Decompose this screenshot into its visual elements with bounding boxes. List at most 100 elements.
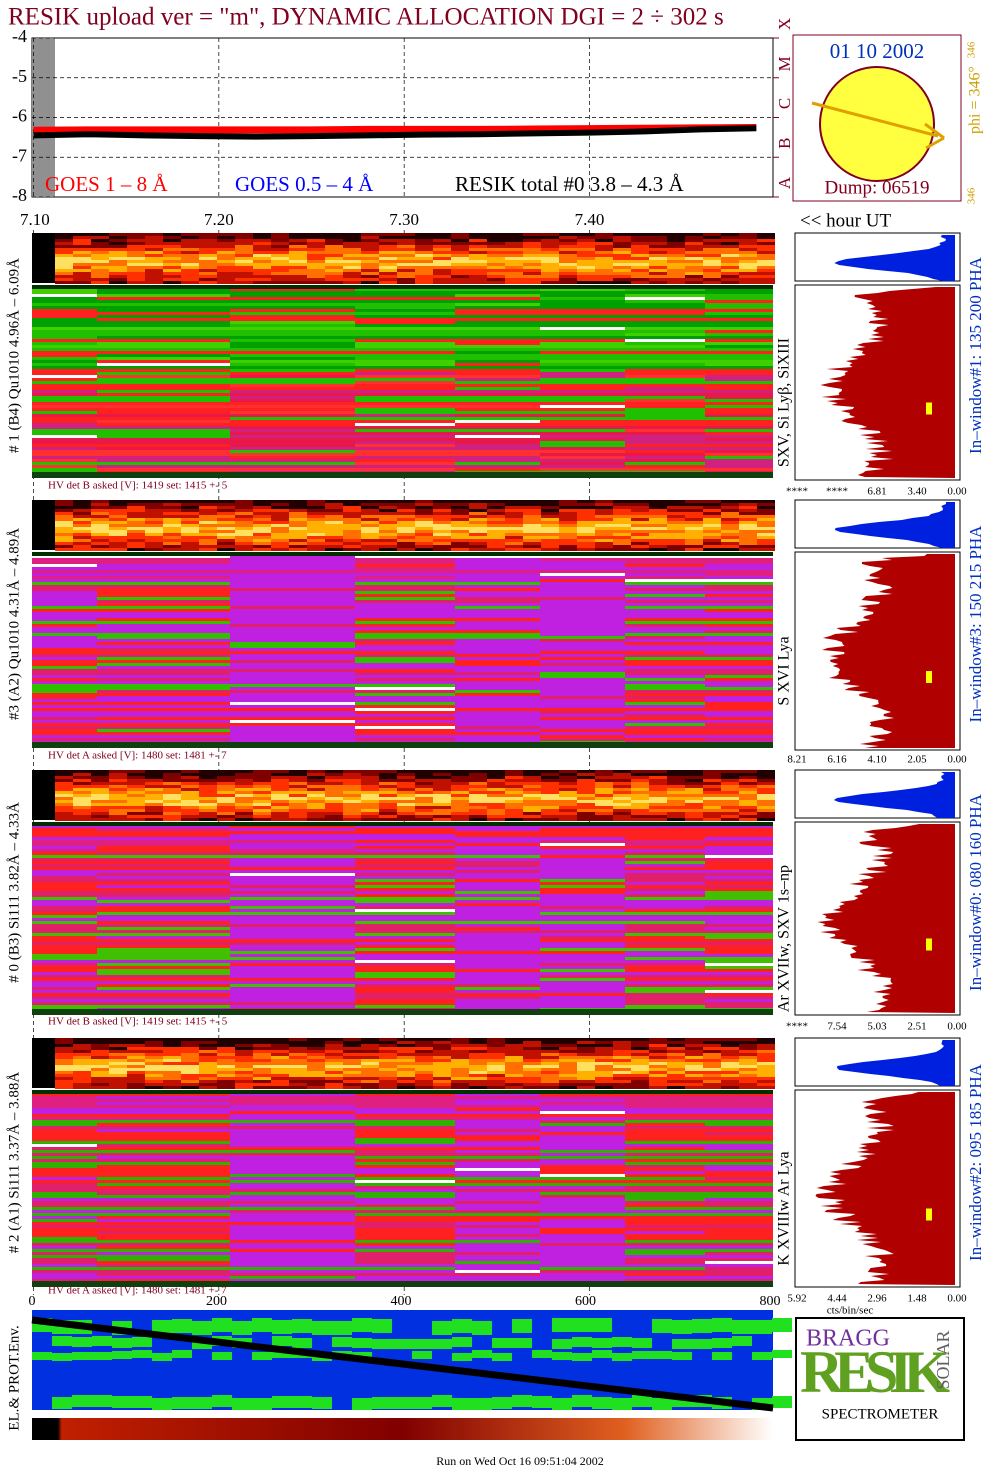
spec-cell: [230, 708, 355, 711]
strip-cell: [91, 1056, 109, 1059]
spec-cell: [32, 1096, 97, 1099]
strip-cell: [649, 1047, 667, 1050]
strip-cell: [253, 791, 271, 794]
strip-cell: [109, 536, 127, 539]
spec-cell: [97, 924, 230, 927]
sun-corner: 346: [966, 187, 978, 204]
strip-cell: [721, 236, 739, 239]
spec-cell: [32, 1276, 97, 1279]
spec-cell: [625, 1002, 705, 1005]
spec-cell: [230, 1153, 355, 1156]
env-band: [372, 1319, 392, 1333]
strip-cell: [649, 791, 667, 794]
spec-cell: [705, 1261, 773, 1264]
spec-cell: [705, 936, 773, 939]
strip-cell: [307, 1044, 325, 1047]
strip-cell: [577, 518, 595, 521]
strip-cell: [613, 1047, 631, 1050]
strip-cell: [55, 257, 73, 260]
spec-cell: [455, 669, 540, 672]
strip-cell: [415, 260, 433, 263]
hv-label: HV det A asked [V]: 1480 set: 1481 +- 7: [48, 1285, 227, 1297]
spec-cell: [230, 843, 355, 846]
spec-cell: [230, 855, 355, 858]
strip-cell: [325, 794, 343, 797]
strip-cell: [109, 233, 127, 236]
strip-cell: [415, 794, 433, 797]
strip-cell: [523, 527, 541, 530]
spec-cell: [355, 675, 455, 678]
strip-cell: [289, 1053, 307, 1056]
strip-cell: [127, 809, 145, 812]
strip-cell: [271, 1050, 289, 1053]
spec-cell: [97, 1267, 230, 1270]
strip-cell: [667, 1074, 685, 1077]
strip-cell: [109, 809, 127, 812]
strip-cell: [325, 773, 343, 776]
strip-cell: [91, 1041, 109, 1044]
spec-cell: [705, 309, 773, 312]
spec-cell: [355, 1234, 455, 1237]
strip-cell: [217, 275, 235, 278]
strip-cell: [739, 530, 757, 533]
strip-cell: [325, 260, 343, 263]
strip-cell: [271, 788, 289, 791]
strip-cell: [325, 545, 343, 548]
strip-cell: [397, 539, 415, 542]
strip-cell: [397, 545, 415, 548]
strip-cell: [433, 815, 451, 818]
spec-cell: [625, 1252, 705, 1255]
strip-cell: [595, 263, 613, 266]
hist-tick-label: 2.96: [867, 1293, 887, 1305]
strip-cell: [91, 245, 109, 248]
spec-cell: [32, 1213, 97, 1216]
strip-cell: [361, 815, 379, 818]
strip-cell: [541, 269, 559, 272]
strip-cell: [757, 1047, 775, 1050]
strip-cell: [109, 806, 127, 809]
spec-cell: [230, 324, 355, 327]
strip-cell: [505, 785, 523, 788]
strip-cell: [361, 1056, 379, 1059]
strip-cell: [343, 1059, 361, 1062]
strip-cell: [433, 1047, 451, 1050]
spec-cell: [455, 894, 540, 897]
env-band: [372, 1339, 392, 1349]
strip-cell: [721, 770, 739, 773]
strip-cell: [451, 1071, 469, 1074]
strip-cell: [523, 1050, 541, 1053]
strip-cell: [217, 1047, 235, 1050]
spec-cell: [705, 357, 773, 360]
strip-cell: [559, 266, 577, 269]
strip-cell: [505, 1071, 523, 1074]
spec-cell: [97, 465, 230, 468]
strip-cell: [127, 791, 145, 794]
spec-cell: [540, 723, 625, 726]
spec-cell: [355, 1153, 455, 1156]
strip-cell: [721, 800, 739, 803]
spec-cell: [230, 378, 355, 381]
strip-cell: [145, 815, 163, 818]
spec-cell: [230, 330, 355, 333]
spec-cell: [540, 1195, 625, 1198]
strip-cell: [199, 527, 217, 530]
spec-cell: [455, 717, 540, 720]
sun-phi: phi = 346°: [967, 66, 984, 134]
spec-cell: [455, 714, 540, 717]
env-band: [172, 1350, 192, 1358]
strip-cell: [271, 809, 289, 812]
strip-cell: [685, 803, 703, 806]
spec-cell: [230, 693, 355, 696]
spec-cell: [97, 573, 230, 576]
strip-cell: [649, 770, 667, 773]
strip-cell: [343, 806, 361, 809]
sun-arrowhead: [924, 122, 945, 150]
spec-cell: [540, 1192, 625, 1195]
strip-cell: [109, 542, 127, 545]
strip-cell: [73, 509, 91, 512]
strip-cell: [649, 260, 667, 263]
strip-cell: [649, 803, 667, 806]
strip-cell: [163, 812, 181, 815]
spec-cell: [705, 618, 773, 621]
strip-cell: [91, 1047, 109, 1050]
